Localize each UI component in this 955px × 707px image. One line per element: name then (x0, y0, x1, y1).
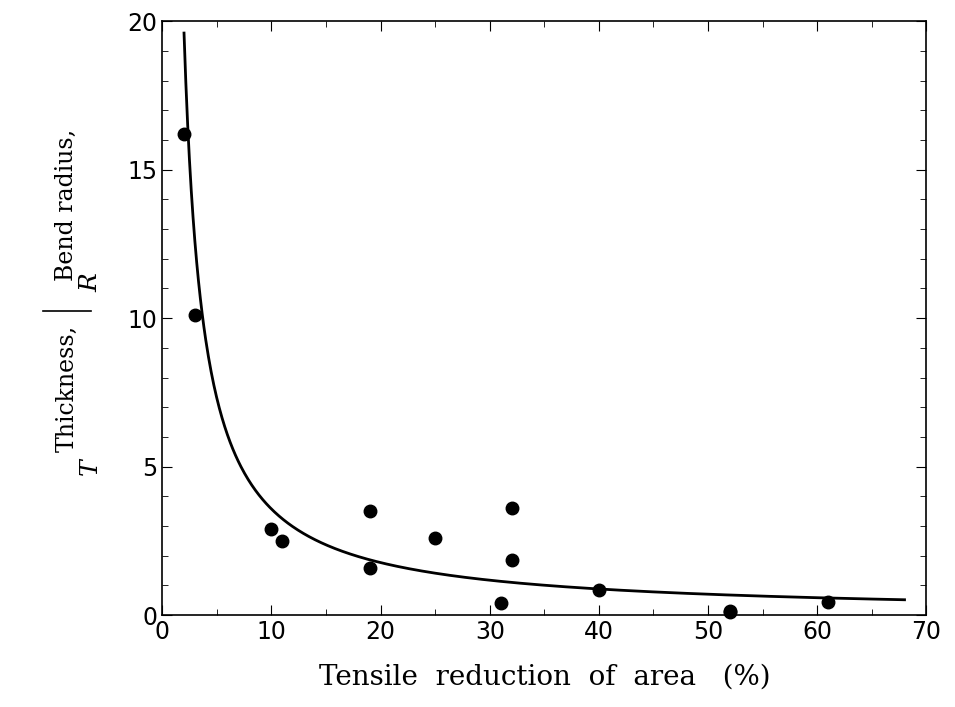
Point (264, 523, 279, 534)
Point (722, 605, 737, 617)
Point (275, 535, 290, 547)
Point (591, 584, 606, 595)
Point (362, 506, 377, 517)
Point (504, 554, 520, 566)
X-axis label: Tensile  reduction  of  area   (%): Tensile reduction of area (%) (319, 663, 770, 691)
Point (187, 310, 202, 321)
Point (493, 597, 508, 609)
Point (362, 562, 377, 573)
Point (504, 503, 520, 514)
Text: T: T (79, 458, 102, 475)
Text: Thickness,: Thickness, (55, 325, 78, 452)
Text: R: R (79, 274, 102, 292)
Point (177, 129, 192, 140)
Point (722, 607, 737, 618)
Point (428, 532, 443, 544)
Text: Bend radius,: Bend radius, (55, 129, 78, 281)
Point (820, 596, 836, 607)
